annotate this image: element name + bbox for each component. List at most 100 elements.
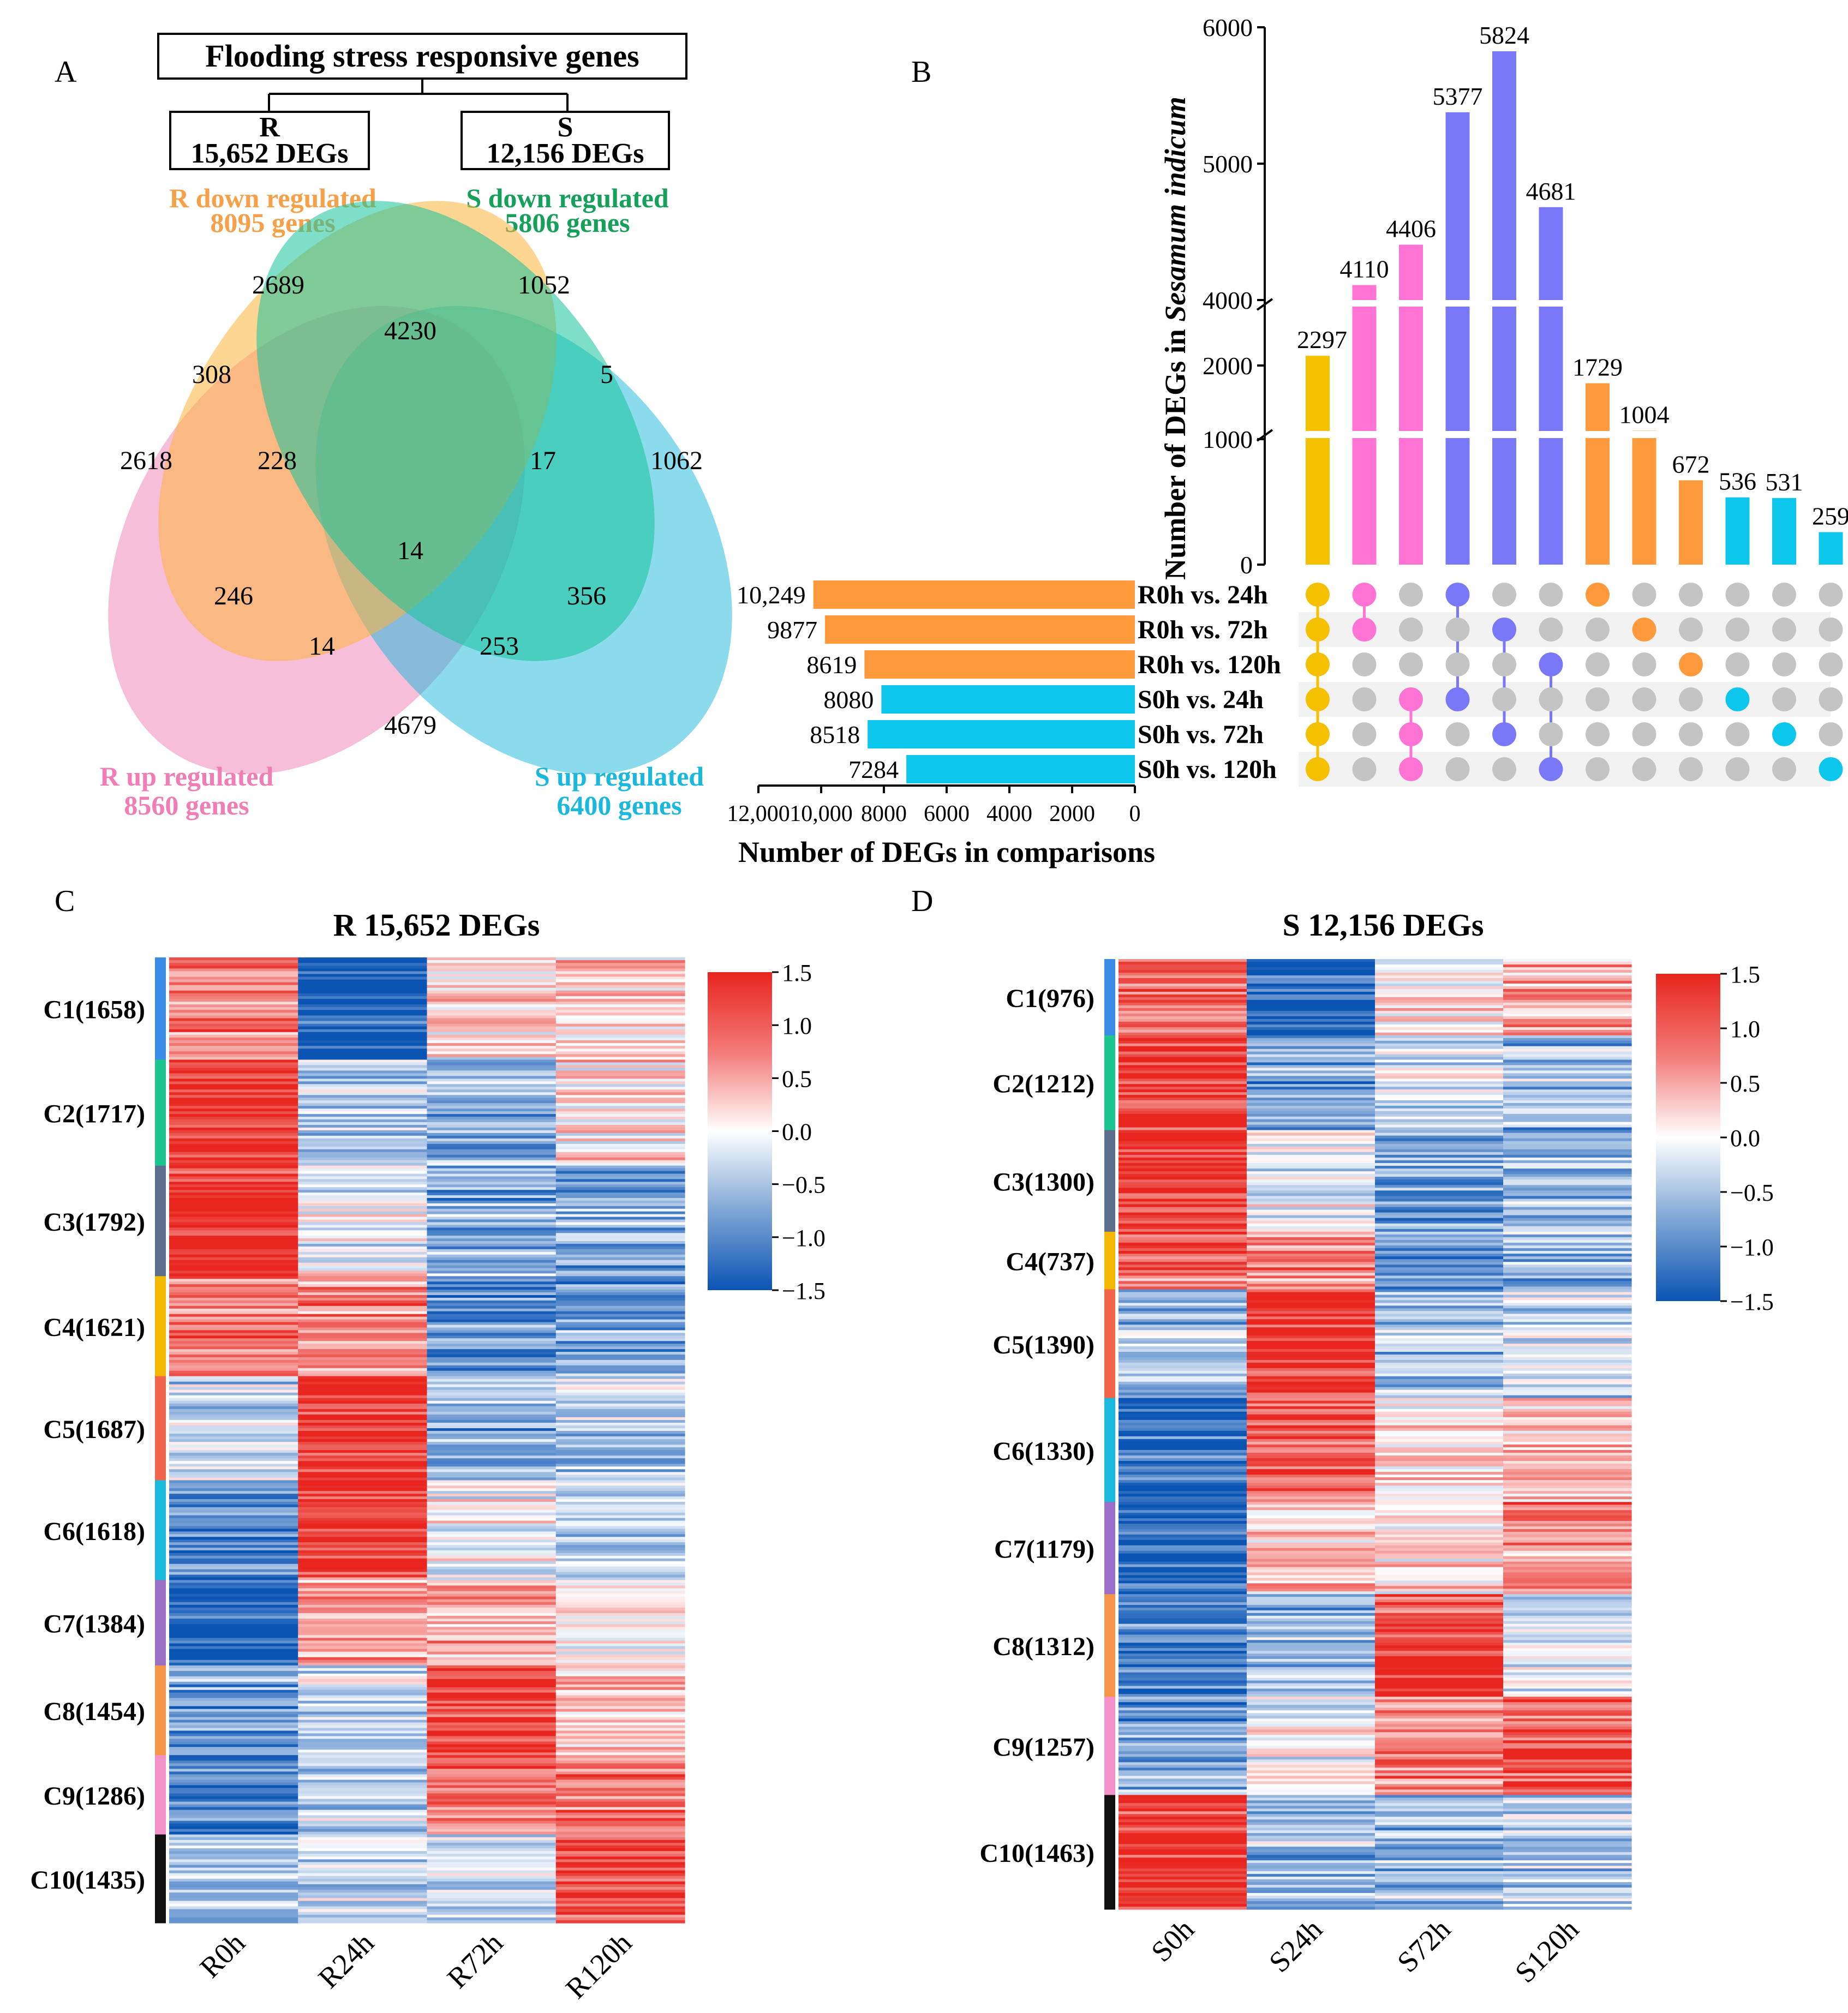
heatmap-cell [1247,1629,1375,1633]
heatmap-cell [169,1079,298,1082]
matrix-dot-inactive [1725,652,1750,676]
heatmap-cell [169,1531,298,1535]
region-r-down-only: 2689 [252,271,304,299]
heatmap-cell [1503,1531,1632,1535]
heatmap-cell [1375,980,1504,984]
heatmap-cell [555,1295,685,1298]
heatmap-cell [1375,1623,1504,1627]
heatmap-cell [555,1684,685,1688]
heatmap-cell [1503,1510,1632,1513]
heatmap-cell [1119,1073,1247,1076]
heatmap-cell [298,1695,428,1699]
heatmap-cell [169,1461,298,1464]
heatmap-cell [555,1914,685,1918]
heatmap-cell [1503,1564,1632,1568]
heatmap-cell [427,1141,557,1145]
heatmap-cell [1119,1559,1247,1562]
heatmap-cell [1119,988,1247,992]
heatmap-cell [1375,1798,1504,1801]
heatmap-cell [1375,1559,1504,1562]
heatmap-cell [427,1319,557,1323]
heatmap-cell [1503,1494,1632,1497]
cluster-color-bar [155,957,166,1060]
heatmap-cell [427,1703,557,1707]
heatmap-cell [1503,1262,1632,1265]
heatmap-cell [1247,1054,1375,1058]
heatmap-cell [298,1810,428,1813]
heatmap-cell [1375,1458,1504,1461]
matrix-dot-active [1352,583,1377,607]
heatmap-cell [169,1246,298,1250]
heatmap-cell [169,1109,298,1112]
heatmap-cell [427,1389,557,1393]
heatmap-cell [1503,1743,1632,1746]
heatmap-cell [1119,967,1247,970]
heatmap-cell [169,1840,298,1843]
heatmap-cell [555,1901,685,1904]
heatmap-cell [1375,1604,1504,1608]
heatmap-cell [555,1607,685,1611]
colorbar-tick-label: 0.5 [782,1065,812,1092]
heatmap-cell [298,1387,428,1391]
heatmap-cell [555,999,685,1002]
region-s-down-s-up: 5 [600,360,613,389]
heatmap-cell [1503,1580,1632,1584]
heatmap-cell [1247,1049,1375,1052]
intersection-bar [1352,285,1377,565]
heatmap-cell [555,1469,685,1472]
heatmap-cell [555,1021,685,1025]
heatmap-cell [298,1314,428,1317]
heatmap-cell [1375,1154,1504,1158]
heatmap-cell [1503,1770,1632,1774]
heatmap-cell [1119,1705,1247,1708]
heatmap-cell [1375,1223,1504,1227]
heatmap-cell [1503,1275,1632,1279]
heatmap-cell [1375,1697,1504,1700]
heatmap-cell [1503,1781,1632,1784]
set-size-x-tick-label: 2000 [1049,801,1095,826]
heatmap-cell [1119,1199,1247,1202]
heatmap-cell [169,1354,298,1358]
heatmap-cell [1503,1686,1632,1689]
intersection-bar [1679,480,1703,565]
heatmap-cell [1503,1599,1632,1603]
heatmap-cell [1119,1768,1247,1771]
heatmap-cell [1375,1893,1504,1896]
bar-break-gap [1351,431,1378,438]
heatmap-cell [298,1349,428,1352]
heatmap-cell [298,1842,428,1846]
heatmap-cell [1375,1035,1504,1039]
heatmap-cell [1375,1656,1504,1659]
heatmap-cell [427,1627,557,1630]
matrix-dot-inactive [1492,687,1516,711]
heatmap-cell [555,1706,685,1710]
region-s-up-only: 1062 [650,446,703,475]
heatmap-cell [169,1466,298,1470]
heatmap-cell [1119,1529,1247,1532]
heatmap-cell [555,1583,685,1586]
heatmap-cell [1247,1163,1375,1166]
s-degs-box [460,111,670,170]
heatmap-cell [1119,1740,1247,1744]
heatmap-cell [1375,1444,1504,1448]
heatmap-cell [169,1428,298,1431]
heatmap-cell [169,1419,298,1423]
heatmap-cell [1375,1141,1504,1145]
heatmap-cell [427,1281,557,1285]
heatmap-cell [555,1793,685,1797]
heatmap-cell [1247,1297,1375,1301]
heatmap-cell [555,1703,685,1707]
heatmap-cell [1119,1721,1247,1724]
heatmap-cell [169,999,298,1002]
heatmap-cell [555,1034,685,1038]
heatmap-cell [1503,1748,1632,1752]
heatmap-cell [1119,1661,1247,1665]
heatmap-cell [427,1815,557,1819]
heatmap-cell [555,1434,685,1437]
heatmap-cell [1375,1229,1504,1232]
heatmap-cell [1503,1787,1632,1790]
heatmap-cell [1247,1583,1375,1586]
heatmap-cell [298,1046,428,1049]
set-name: S0h vs. 120h [1138,755,1277,784]
heatmap-cell [427,1265,557,1269]
